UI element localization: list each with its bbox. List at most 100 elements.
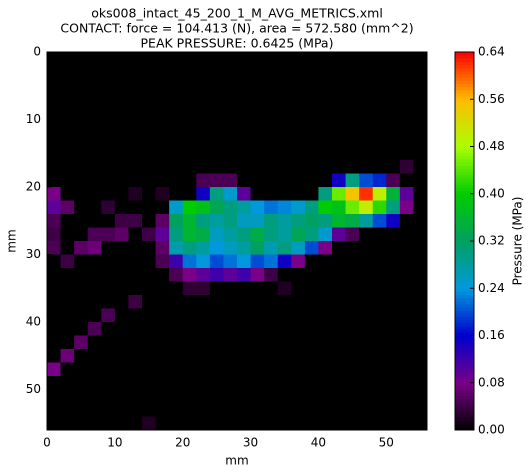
colorbar-segment (455, 266, 474, 270)
heat-cell (250, 403, 265, 417)
heat-cell (60, 160, 75, 174)
heat-cell (128, 200, 143, 215)
heat-cell (209, 376, 224, 390)
colorbar-segment (455, 108, 474, 113)
heat-cell (277, 362, 292, 377)
heat-cell (128, 119, 143, 134)
colorbar-segment (455, 99, 474, 103)
heat-cell (169, 349, 184, 363)
heat-cell (87, 65, 102, 80)
heat-cell (345, 119, 360, 134)
heat-cell (304, 214, 319, 228)
heat-cell (114, 403, 129, 417)
heat-cell (399, 52, 414, 66)
heat-cell (318, 52, 333, 66)
heat-cell (209, 146, 224, 161)
heat-cell (114, 349, 129, 363)
heat-cell (169, 295, 184, 309)
heat-cell (196, 241, 211, 255)
heat-cell (237, 281, 251, 296)
heat-cell (196, 376, 211, 390)
heat-cell (399, 376, 414, 390)
heat-cell (413, 376, 428, 390)
heat-cell (359, 241, 374, 255)
colorbar-segment (455, 187, 474, 191)
heat-cell (291, 403, 306, 417)
heat-cell (250, 146, 265, 161)
colorbar-segment (455, 357, 474, 362)
heat-cell (114, 92, 129, 107)
heat-cell (359, 119, 374, 134)
heat-cell (250, 214, 265, 228)
heat-cell (372, 254, 387, 269)
heat-cell (128, 335, 143, 350)
heat-cell (209, 308, 224, 323)
heat-cell (399, 214, 414, 228)
heat-cell (372, 200, 387, 215)
heat-cell (250, 389, 265, 404)
heat-cell (142, 227, 156, 242)
heat-cell (359, 362, 374, 377)
heat-cell (87, 227, 102, 242)
heat-cell (413, 389, 428, 404)
heat-cell (386, 106, 401, 120)
heat-cell (345, 133, 360, 147)
heat-cell (101, 79, 116, 93)
heat-cell (196, 187, 211, 201)
heat-cell (142, 187, 156, 201)
heat-cell (155, 119, 170, 134)
heat-cell (304, 187, 319, 201)
heat-cell (332, 295, 346, 309)
heat-cell (128, 65, 143, 80)
heat-cell (413, 281, 428, 296)
heat-cell (128, 416, 143, 431)
heat-cell (128, 349, 143, 363)
heat-cell (250, 52, 265, 66)
heat-cell (304, 268, 319, 282)
heat-cell (277, 349, 292, 363)
colorbar-segment (455, 215, 474, 220)
heat-cell (223, 227, 238, 242)
heat-cell (345, 281, 360, 296)
heat-cell (128, 133, 143, 147)
heat-cell (74, 79, 89, 93)
heat-cell (128, 241, 143, 255)
heat-cell (264, 403, 279, 417)
heat-cell (304, 52, 319, 66)
heat-cell (182, 79, 197, 93)
heat-cell (101, 214, 116, 228)
heat-cell (359, 52, 374, 66)
heat-cell (87, 308, 102, 323)
heat-cell (60, 92, 75, 107)
heat-cell (237, 65, 251, 80)
heat-cell (155, 268, 170, 282)
heat-cell (250, 173, 265, 188)
heat-cell (304, 389, 319, 404)
heat-cell (101, 65, 116, 80)
heat-cell (209, 241, 224, 255)
heat-cell (209, 160, 224, 174)
heat-cell (386, 403, 401, 417)
colorbar-segment (455, 281, 474, 286)
heat-cell (60, 241, 75, 255)
heat-cell (304, 160, 319, 174)
heat-cell (304, 322, 319, 336)
heat-cell (128, 173, 143, 188)
heat-cell (209, 227, 224, 242)
heat-cell (142, 160, 156, 174)
heat-cell (114, 335, 129, 350)
heat-cell (114, 241, 129, 255)
colorbar-segment (455, 417, 474, 421)
heat-cell (345, 254, 360, 269)
heat-cell (209, 200, 224, 215)
colorbar-segment (455, 341, 474, 346)
heat-cell (196, 119, 211, 134)
heat-cell (209, 173, 224, 188)
heat-cell (386, 389, 401, 404)
colorbar-segment (455, 146, 474, 151)
heat-cell (87, 92, 102, 107)
heat-cell (304, 106, 319, 120)
heat-cell (318, 65, 333, 80)
y-tick-label: 30 (26, 247, 41, 261)
heat-cell (169, 322, 184, 336)
